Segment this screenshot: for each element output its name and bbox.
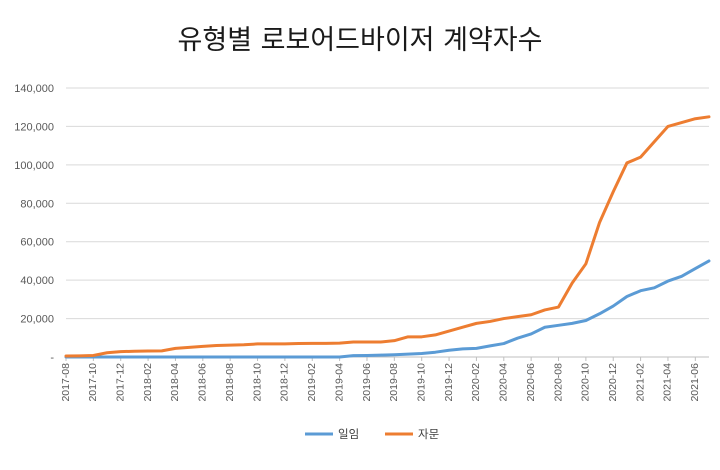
x-tick-label: 2018-08 xyxy=(224,363,236,402)
x-tick-label: 2021-06 xyxy=(689,363,701,402)
y-tick-label: 140,000 xyxy=(14,83,54,95)
y-tick-label: 60,000 xyxy=(20,237,54,249)
series-line-ilim xyxy=(64,259,711,359)
axes: - 20,000 40,000 60,000 80,000 100,000 120,000 1… xyxy=(14,83,701,402)
x-tick-label: 2020-02 xyxy=(470,363,482,402)
x-tick-label: 2020-06 xyxy=(525,363,537,402)
gridlines xyxy=(66,87,709,358)
x-tick-label: 2018-04 xyxy=(169,363,181,402)
y-tick-label: 100,000 xyxy=(14,160,54,172)
x-tick-label: 2020-08 xyxy=(552,363,564,402)
x-tick-label: 2018-02 xyxy=(142,363,154,402)
legend: 일임 자문 xyxy=(305,427,439,441)
x-tick-label: 2017-08 xyxy=(60,363,72,402)
legend-label: 일임 xyxy=(338,427,359,441)
y-tick-label: 40,000 xyxy=(20,275,54,287)
x-tick-label: 2017-10 xyxy=(87,363,99,402)
legend-item: 일임 xyxy=(305,427,359,441)
x-tick-label: 2019-04 xyxy=(333,363,345,402)
x-tick-label: 2020-04 xyxy=(498,363,510,402)
x-tick-label: 2019-12 xyxy=(443,363,455,402)
legend-label: 자문 xyxy=(418,427,439,441)
x-tick-label: 2018-12 xyxy=(279,363,291,402)
x-tick-label: 2019-08 xyxy=(388,363,400,402)
x-tick-label: 2020-12 xyxy=(607,363,619,402)
x-tick-label: 2018-06 xyxy=(197,363,209,402)
y-tick-label: 80,000 xyxy=(20,198,54,210)
x-tick-label: 2019-06 xyxy=(361,363,373,402)
legend-item: 자문 xyxy=(385,427,439,441)
y-tick-label: 120,000 xyxy=(14,121,54,133)
y-tick-label: 20,000 xyxy=(20,314,54,326)
x-tick-label: 2018-10 xyxy=(251,363,263,402)
x-tick-label: 2020-10 xyxy=(580,363,592,402)
x-tick-label: 2019-02 xyxy=(306,363,318,402)
series-lines xyxy=(64,115,711,359)
series-line-jamun xyxy=(64,115,711,358)
chart-title: 유형별 로보어드바이저 계약자수 xyxy=(177,25,543,56)
x-tick-label: 2021-02 xyxy=(634,363,646,402)
y-tick-label: - xyxy=(50,352,54,364)
x-tick-label: 2019-10 xyxy=(415,363,427,402)
x-tick-label: 2017-12 xyxy=(115,363,127,402)
x-tick-label: 2021-04 xyxy=(662,363,674,402)
